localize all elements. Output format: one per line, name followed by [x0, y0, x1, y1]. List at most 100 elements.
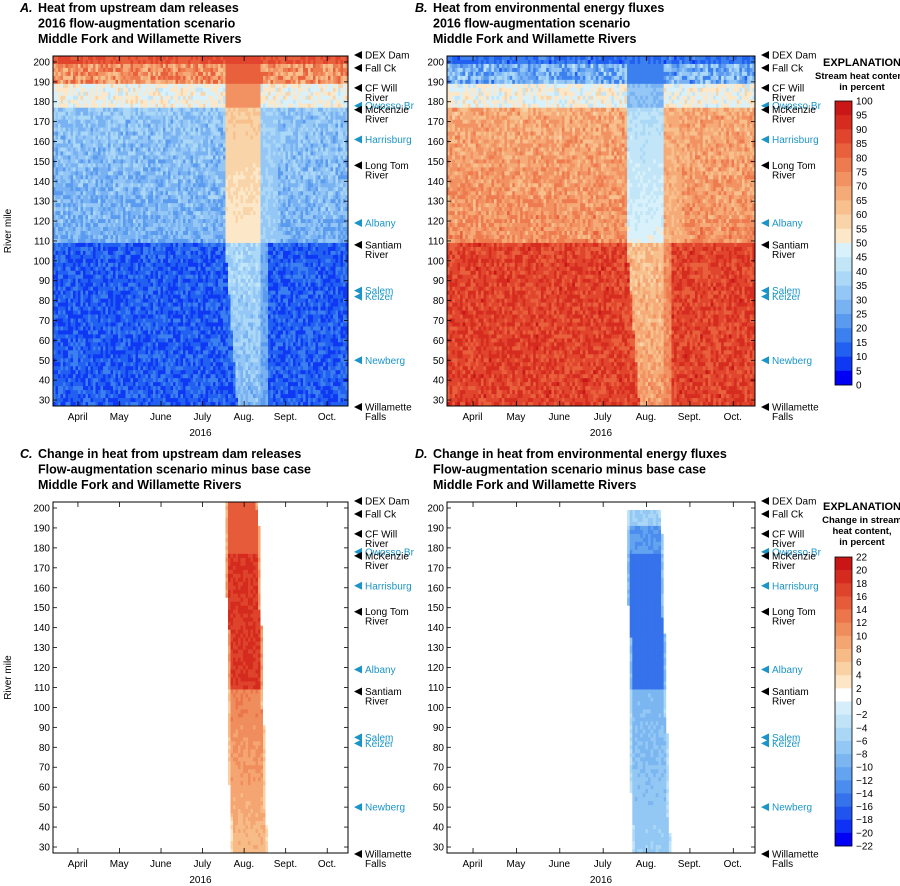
- heatmap-cell: [68, 59, 71, 65]
- heatmap-cell: [165, 163, 169, 168]
- heatmap-cell: [90, 123, 94, 128]
- heatmap-cell: [160, 207, 164, 212]
- heatmap-cell: [103, 238, 106, 244]
- heatmap-cell: [173, 175, 176, 180]
- heatmap-cell: [88, 270, 91, 276]
- heatmap-cell: [140, 63, 144, 69]
- heatmap-cell: [113, 394, 116, 399]
- heatmap-cell: [128, 203, 131, 208]
- heatmap-cell: [93, 314, 96, 319]
- heatmap-cell: [60, 95, 64, 101]
- heatmap-cell: [115, 71, 119, 77]
- heatmap-cell: [103, 135, 106, 140]
- heatmap-cell: [115, 366, 119, 371]
- heatmap-cell: [158, 231, 161, 236]
- heatmap-cell: [95, 302, 99, 307]
- heatmap-cell: [60, 147, 64, 152]
- heatmap-cell: [53, 374, 56, 379]
- heatmap-cell: [143, 386, 146, 391]
- heatmap-cell: [135, 238, 139, 244]
- heatmap-cell: [165, 95, 169, 101]
- heatmap-cell: [115, 342, 119, 347]
- heatmap-cell: [113, 338, 116, 343]
- heatmap-cell: [118, 266, 121, 272]
- heatmap-cell: [88, 290, 91, 295]
- heatmap-cell: [168, 254, 171, 260]
- heatmap-cell: [103, 115, 106, 120]
- heatmap-cell: [88, 318, 91, 323]
- heatmap-cell: [55, 175, 59, 180]
- heatmap-cell: [65, 262, 69, 268]
- heatmap-cell: [173, 354, 176, 359]
- heatmap-cell: [55, 151, 59, 156]
- heatmap-cell: [163, 246, 166, 252]
- heatmap-cell: [140, 87, 144, 93]
- heatmap-cell: [173, 342, 176, 347]
- heatmap-cell: [88, 298, 91, 303]
- heatmap-cell: [185, 242, 189, 248]
- heatmap-cell: [143, 274, 146, 280]
- heatmap-cell: [173, 314, 176, 319]
- heatmap-cell: [178, 366, 181, 371]
- heatmap-cell: [165, 330, 169, 335]
- heatmap-cell: [188, 87, 191, 93]
- heatmap-cell: [120, 119, 124, 124]
- heatmap-cell: [170, 167, 174, 172]
- heatmap-cell: [53, 250, 56, 256]
- heatmap-cell: [158, 378, 161, 383]
- heatmap-cell: [65, 282, 69, 288]
- heatmap-cell: [168, 350, 171, 355]
- heatmap-cell: [175, 231, 179, 236]
- heatmap-cell: [160, 294, 164, 299]
- heatmap-cell: [100, 342, 104, 347]
- heatmap-cell: [83, 306, 86, 311]
- heatmap-cell: [173, 207, 176, 212]
- heatmap-cell: [90, 402, 94, 407]
- heatmap-cell: [155, 155, 159, 160]
- heatmap-cell: [113, 219, 116, 224]
- heatmap-cell: [118, 322, 121, 327]
- heatmap-cell: [130, 63, 134, 69]
- heatmap-cell: [95, 278, 99, 284]
- heatmap-cell: [70, 91, 74, 97]
- heatmap-cell: [168, 342, 171, 347]
- heatmap-cell: [95, 127, 99, 132]
- heatmap-cell: [183, 286, 186, 292]
- heatmap-cell: [143, 374, 146, 379]
- heatmap-cell: [153, 274, 156, 280]
- heatmap-cell: [160, 398, 164, 403]
- heatmap-cell: [120, 155, 124, 160]
- heatmap-cell: [190, 87, 194, 93]
- heatmap-cell: [163, 147, 166, 152]
- heatmap-cell: [70, 306, 74, 311]
- heatmap-cell: [55, 302, 59, 307]
- heatmap-cell: [115, 223, 119, 228]
- heatmap-cell: [145, 266, 149, 272]
- heatmap-cell: [175, 195, 179, 200]
- heatmap-cell: [53, 254, 56, 260]
- heatmap-cell: [120, 171, 124, 176]
- heatmap-cell: [63, 374, 66, 379]
- heatmap-cell: [170, 398, 174, 403]
- heatmap-cell: [140, 342, 144, 347]
- heatmap-cell: [53, 234, 56, 240]
- heatmap-cell: [175, 310, 179, 315]
- heatmap-cell: [128, 159, 131, 164]
- heatmap-cell: [80, 211, 84, 216]
- heatmap-cell: [153, 310, 156, 315]
- heatmap-cell: [55, 187, 59, 192]
- heatmap-cell: [130, 294, 134, 299]
- heatmap-cell: [60, 99, 64, 105]
- heatmap-cell: [180, 143, 184, 148]
- heatmap-cell: [68, 91, 71, 97]
- heatmap-cell: [153, 358, 156, 363]
- heatmap-cell: [143, 171, 146, 176]
- heatmap-cell: [103, 398, 106, 403]
- heatmap-cell: [108, 103, 111, 109]
- heatmap-cell: [113, 167, 116, 172]
- heatmap-cell: [110, 75, 114, 81]
- heatmap-cell: [170, 155, 174, 160]
- heatmap-cell: [158, 167, 161, 172]
- panel-title-line: 2016 flow-augmentation scenario: [38, 17, 236, 31]
- heatmap-cell: [93, 155, 96, 160]
